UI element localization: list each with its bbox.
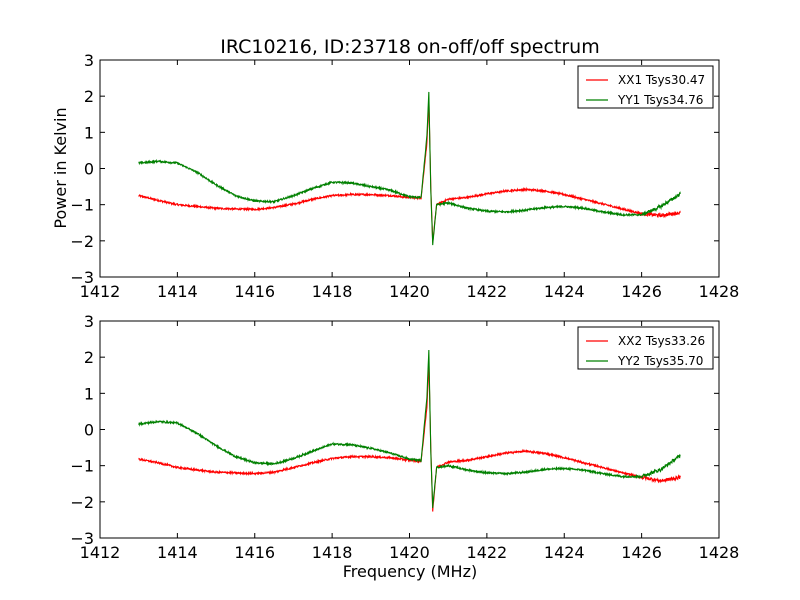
series-line-red (138, 360, 681, 512)
chart-title: IRC10216, ID:23718 on-off/off spectrum (220, 36, 599, 58)
legend-box (577, 326, 714, 370)
x-tick-label: 1424 (544, 543, 585, 562)
series-line-green (138, 349, 681, 508)
x-tick-label: 1412 (80, 543, 121, 562)
x-tick-label: 1412 (80, 282, 121, 301)
x-tick-label: 1428 (699, 282, 740, 301)
y-tick-label: −1 (70, 457, 94, 476)
y-tick-label: 1 (84, 384, 94, 403)
y-axis-label: Power in Kelvin (51, 107, 70, 228)
legend-label: XX2 Tsys33.26 (618, 334, 705, 348)
y-tick-label: 0 (84, 421, 94, 440)
series-line-red (138, 98, 681, 243)
y-tick-label: −2 (70, 493, 94, 512)
x-tick-label: 1420 (389, 282, 430, 301)
x-tick-label: 1428 (699, 543, 740, 562)
legend-box (577, 65, 714, 109)
legend-label: XX1 Tsys30.47 (618, 73, 705, 87)
series-group (138, 349, 681, 512)
x-tick-label: 1416 (234, 543, 275, 562)
series-line-green (138, 91, 681, 246)
x-tick-label: 1424 (544, 282, 585, 301)
top-panel: 1412 1414 1416 1418 1420 1422 1424 1426 1428 −3 −2… (70, 51, 739, 301)
y-tick-label: −2 (70, 232, 94, 251)
legend: XX2 Tsys33.26 YY2 Tsys35.70 (577, 326, 714, 370)
y-tick-label: 2 (84, 87, 94, 106)
y-tick-label: 3 (84, 312, 94, 331)
x-tick-label: 1426 (621, 282, 662, 301)
x-tick-label: 1422 (467, 282, 508, 301)
y-tick-label: 2 (84, 348, 94, 367)
y-tick-label: −3 (70, 268, 94, 287)
bottom-panel: 1412 1414 1416 1418 1420 1422 1424 1426 1428 −3 −2… (70, 312, 739, 562)
x-tick-label: 1414 (157, 282, 198, 301)
x-tick-label: 1420 (389, 543, 430, 562)
y-tick-label: −1 (70, 196, 94, 215)
y-tick-label: 0 (84, 160, 94, 179)
x-tick-label: 1422 (467, 543, 508, 562)
y-tick-label: 3 (84, 51, 94, 70)
legend-label: YY1 Tsys34.76 (617, 93, 703, 107)
x-tick-label: 1414 (157, 543, 198, 562)
x-tick-label: 1416 (234, 282, 275, 301)
x-tick-label: 1418 (312, 543, 353, 562)
legend: XX1 Tsys30.47 YY1 Tsys34.76 (577, 65, 714, 109)
y-tick-label: 1 (84, 123, 94, 142)
x-axis-label: Frequency (MHz) (343, 562, 477, 581)
y-tick-label: −3 (70, 529, 94, 548)
legend-label: YY2 Tsys35.70 (617, 354, 703, 368)
x-tick-label: 1418 (312, 282, 353, 301)
series-group (138, 91, 681, 246)
x-tick-label: 1426 (621, 543, 662, 562)
